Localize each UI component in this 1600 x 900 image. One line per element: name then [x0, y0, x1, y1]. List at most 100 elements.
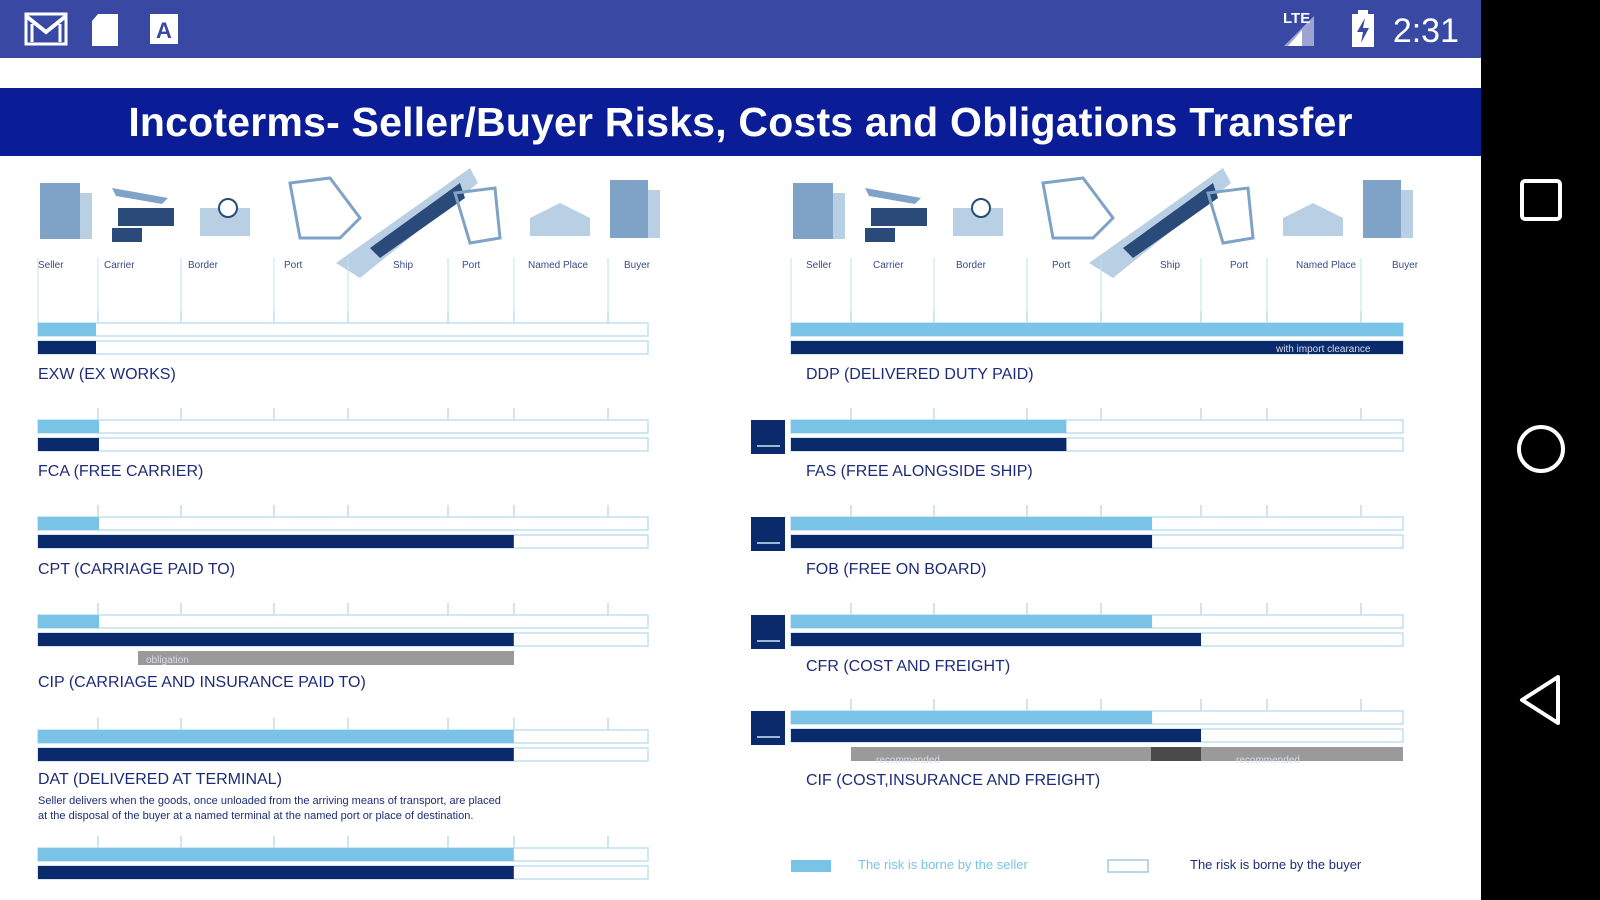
place-label-border: Border [188, 260, 219, 271]
legend-seller-text: The risk is borne by the seller [858, 857, 1028, 872]
cif-recommended-right-bar [1201, 747, 1403, 761]
left-term-4-cost-bar [38, 748, 514, 761]
sd-card-icon [90, 12, 120, 53]
term-label-cif: CIF (COST,INSURANCE AND FREIGHT) [806, 772, 1101, 789]
clock-icon [971, 198, 991, 218]
left-term-3-risk-bar [38, 615, 99, 628]
svg-text:A: A [156, 18, 172, 43]
left-term-1-risk-track [37, 419, 649, 434]
back-button[interactable] [1481, 655, 1600, 745]
right-term-0-cost-bar [791, 341, 1403, 354]
left-term-1-cost-track [37, 437, 649, 452]
buyer-building-icon [610, 180, 648, 238]
left-term-0-risk-track [37, 322, 649, 337]
exw-risk-mark [38, 323, 96, 336]
place-label-border: Border [956, 260, 987, 271]
right-term-1-risk-bar [791, 420, 1067, 433]
left-term-1-cost-bar [38, 438, 99, 451]
incoterms-diagram [37, 168, 1413, 880]
right-term-0-risk-bar [791, 323, 1403, 336]
place-label-carrier: Carrier [873, 260, 904, 271]
home-button[interactable] [1481, 404, 1600, 494]
place-label-buyer: Buyer [624, 260, 651, 271]
document-view[interactable]: Incoterms- Seller/Buyer Risks, Costs and… [0, 58, 1481, 900]
legend-buyer-text: The risk is borne by the buyer [1190, 857, 1362, 872]
ship-containers-icon [1123, 183, 1218, 258]
transport-illustration-right [793, 168, 1413, 278]
recents-button[interactable] [1481, 155, 1600, 245]
dat-description-line1: Seller delivers when the goods, once unl… [38, 795, 501, 807]
cif-recommended-left-bar [851, 747, 1151, 761]
back-triangle-icon [1519, 675, 1560, 725]
clock-icon [218, 198, 238, 218]
term-label-cip: CIP (CARRIAGE AND INSURANCE PAID TO) [38, 674, 366, 691]
cif-recommended-left-note: recommended [876, 755, 940, 766]
dat-description: Seller delivers when the goods, once unl… [38, 794, 501, 824]
right-term-2-cost-bar [791, 535, 1153, 548]
term-label-fas: FAS (FREE ALONGSIDE SHIP) [806, 463, 1033, 480]
place-label-carrier: Carrier [104, 260, 135, 271]
warehouse-icon [1283, 203, 1343, 236]
seller-building-icon [40, 183, 80, 239]
ship-loading-icon [751, 517, 785, 551]
left-term-0-cost-track [37, 340, 649, 355]
clock: 2:31 [1392, 12, 1459, 50]
term-label-ddp: DDP (DELIVERED DUTY PAID) [806, 366, 1034, 383]
network-type: LTE [1283, 10, 1311, 27]
buyer-building-side [1401, 190, 1413, 238]
place-label-port: Port [462, 260, 481, 271]
right-term-1-cost-bar [791, 438, 1067, 451]
crane-icon [453, 186, 502, 245]
term-label-cfr: CFR (COST AND FREIGHT) [806, 658, 1011, 675]
signal-icon [1278, 14, 1316, 53]
font-app-icon: A [150, 12, 178, 51]
term-label-exw: EXW (EX WORKS) [38, 366, 176, 383]
cif-overlap-bar [1151, 747, 1201, 761]
place-label-port: Port [1230, 260, 1249, 271]
legend-buyer-swatch [1107, 859, 1149, 873]
plane-icon [112, 188, 168, 204]
place-label-named-place: Named Place [528, 260, 589, 271]
right-term-2-risk-bar [791, 517, 1153, 530]
legend-seller-swatch [791, 860, 831, 872]
cip-obligation-note: obligation [146, 655, 189, 666]
bars-layer [37, 258, 1404, 880]
place-label-buyer: Buyer [1392, 260, 1419, 271]
right-term-4-cost-bar [791, 729, 1202, 742]
crane-icon [1206, 186, 1255, 245]
seller-building-side [80, 193, 92, 239]
left-term-5-risk-bar [38, 848, 514, 861]
buyer-building-icon [1363, 180, 1401, 238]
place-label-seller: Seller [38, 260, 64, 271]
place-label-ship: Ship [393, 260, 414, 271]
term-label-cpt: CPT (CARRIAGE PAID TO) [38, 561, 236, 578]
place-label-named-place: Named Place [1296, 260, 1357, 271]
status-bar: A LTE 2:31 [0, 0, 1481, 58]
ship-containers-icon [370, 183, 465, 258]
right-term-3-risk-bar [791, 615, 1153, 628]
square-icon [1519, 179, 1562, 221]
left-term-3-cost-bar [38, 633, 514, 646]
buyer-building-side [648, 190, 660, 238]
van-icon [112, 228, 142, 242]
term-label-fob: FOB (FREE ON BOARD) [806, 561, 987, 578]
term-label-dat: DAT (DELIVERED AT TERMINAL) [38, 771, 282, 788]
right-term-4-risk-bar [791, 711, 1153, 724]
place-label-port: Port [1052, 260, 1071, 271]
exw-cost-mark [38, 341, 96, 354]
circle-icon [1516, 425, 1565, 473]
ship-loading-icon [751, 711, 785, 745]
crane-icon [288, 176, 362, 240]
place-label-ship: Ship [1160, 260, 1181, 271]
truck-icon [118, 208, 174, 226]
dat-description-line2: at the disposal of the buyer at a named … [38, 810, 474, 822]
ship-loading-icon [751, 615, 785, 649]
left-term-2-cost-bar [38, 535, 514, 548]
cif-recommended-right-note: recommended [1236, 755, 1300, 766]
navigation-bar [1481, 0, 1600, 900]
left-term-1-risk-bar [38, 420, 99, 433]
warehouse-icon [530, 203, 590, 236]
page-title: Incoterms- Seller/Buyer Risks, Costs and… [128, 99, 1353, 145]
transport-illustration-left [40, 168, 660, 278]
left-term-4-risk-bar [38, 730, 514, 743]
